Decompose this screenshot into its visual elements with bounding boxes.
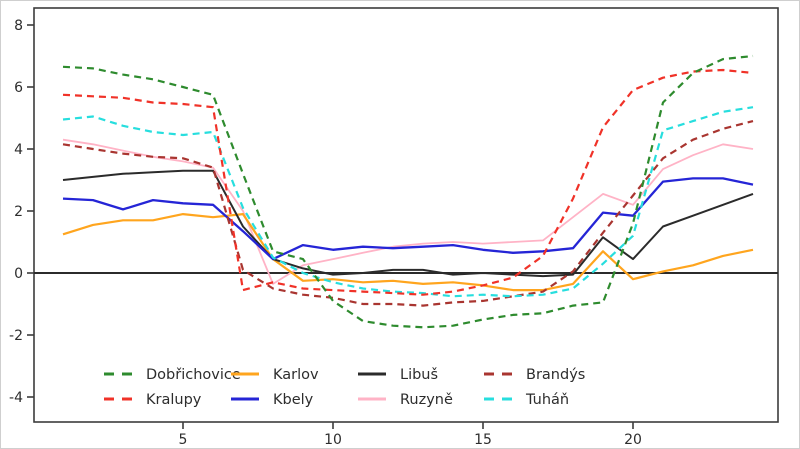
y-tick-label: 4	[14, 142, 23, 158]
legend-item-Brandýs: Brandýs	[484, 367, 585, 383]
series-line-Dobřichovice	[62, 54, 754, 329]
legend-label-Tuháň: Tuháň	[525, 392, 569, 408]
legend-label-Ruzyně: Ruzyně	[400, 392, 453, 408]
legend-label-Kbely: Kbely	[273, 392, 314, 408]
y-tick-label: -2	[9, 328, 23, 344]
series-line-Brandýs	[62, 120, 754, 307]
x-tick-label: 5	[179, 432, 188, 448]
y-tick-label: 8	[14, 18, 23, 34]
series-line-Ruzyně	[62, 138, 754, 285]
x-tick-label: 15	[474, 432, 492, 448]
legend-item-Ruzyně: Ruzyně	[358, 392, 453, 408]
legend-item-Kbely: Kbely	[231, 392, 314, 408]
series-line-Kralupy	[62, 68, 754, 296]
x-tick-label: 20	[624, 432, 642, 448]
plot-border	[33, 7, 779, 423]
series-line-Kbely	[62, 177, 754, 261]
legend-label-Libuš: Libuš	[400, 367, 438, 383]
y-tick-label: -4	[9, 390, 23, 406]
legend-label-Dobřichovice: Dobřichovice	[146, 367, 241, 383]
legend-item-Karlov: Karlov	[231, 367, 319, 383]
x-tick-label: 10	[324, 432, 342, 448]
legend-label-Brandýs: Brandýs	[526, 367, 585, 383]
legend-label-Karlov: Karlov	[273, 367, 319, 383]
y-tick-label: 0	[14, 266, 23, 282]
y-tick-label: 6	[14, 80, 23, 96]
legend-item-Tuháň: Tuháň	[484, 392, 569, 408]
legend-item-Libuš: Libuš	[358, 367, 438, 383]
legend-label-Kralupy: Kralupy	[146, 392, 202, 408]
legend-item-Dobřichovice: Dobřichovice	[104, 367, 241, 383]
series-line-Libuš	[62, 169, 754, 278]
series-line-Tuháň	[62, 106, 754, 298]
y-tick-label: 2	[14, 204, 23, 220]
legend-item-Kralupy: Kralupy	[104, 392, 202, 408]
series-line-Karlov	[62, 213, 754, 292]
